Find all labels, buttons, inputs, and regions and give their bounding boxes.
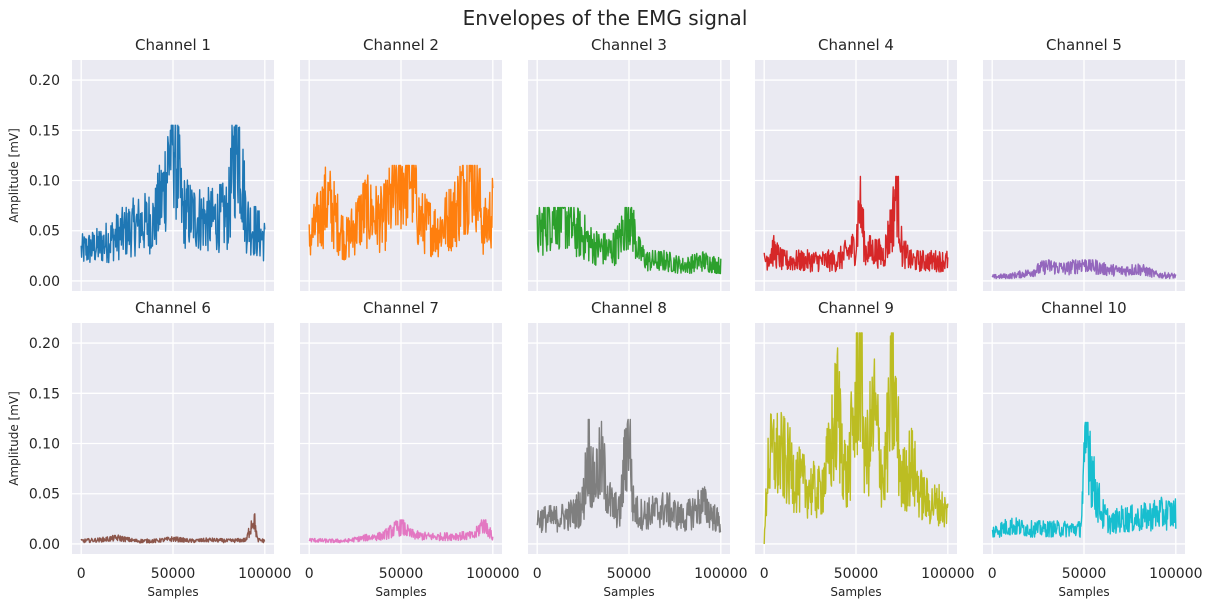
signal-line-channel-3 xyxy=(536,206,722,275)
x-tick-label: 100000 xyxy=(921,566,974,582)
y-tick-label: 0.20 xyxy=(29,73,60,89)
panel-title: Channel 4 xyxy=(818,36,894,54)
x-tick-label: 0 xyxy=(533,566,542,582)
y-tick-label: 0.15 xyxy=(29,123,60,139)
x-tick-label: 100000 xyxy=(238,566,291,582)
signal-line-channel-8 xyxy=(536,418,722,533)
subplot-channel-7: Channel 7 0 50000 100000 Samples xyxy=(300,299,520,599)
x-axis-label: Samples xyxy=(603,585,654,599)
panel-title: Channel 2 xyxy=(363,36,439,54)
subplot-channel-8: Channel 8 0 50000 100000 Samples xyxy=(528,299,748,599)
x-axis-label: Samples xyxy=(830,585,881,599)
x-tick-label: 0 xyxy=(77,566,86,582)
panel-title: Channel 9 xyxy=(818,299,894,317)
signal-line-channel-2 xyxy=(308,164,494,261)
x-tick-label: 100000 xyxy=(1149,566,1202,582)
x-tick-label: 50000 xyxy=(151,566,196,582)
y-axis-label: Amplitude [mV] xyxy=(7,391,21,486)
y-tick-label: 0.05 xyxy=(29,487,60,503)
x-tick-label: 50000 xyxy=(607,566,652,582)
panel-title: Channel 5 xyxy=(1046,36,1122,54)
subplot-channel-9: Channel 9 0 50000 100000 Samples xyxy=(755,299,975,599)
x-axis-label: Samples xyxy=(375,585,426,599)
signal-line-channel-9 xyxy=(763,332,949,545)
subplot-grid: Channel 1 0.00 0.05 0.10 0.15 0.20 Amplitude [… xyxy=(7,36,1203,599)
y-tick-label: 0.00 xyxy=(29,537,60,553)
panel-title: Channel 6 xyxy=(135,299,211,317)
subplot-channel-6: Channel 6 0.00 0.05 0.10 0.15 0.20 Amplitude [… xyxy=(7,299,292,599)
x-tick-label: 100000 xyxy=(694,566,747,582)
x-tick-label: 0 xyxy=(305,566,314,582)
subplot-channel-3: Channel 3 xyxy=(528,36,730,291)
y-axis-label: Amplitude [mV] xyxy=(7,128,21,223)
x-axis-label: Samples xyxy=(147,585,198,599)
signal-line-channel-6 xyxy=(80,513,266,544)
subplot-channel-5: Channel 5 xyxy=(983,36,1185,291)
signal-line-channel-7 xyxy=(308,519,494,544)
x-tick-label: 50000 xyxy=(379,566,424,582)
signal-line-channel-5 xyxy=(991,259,1177,280)
x-axis-label: Samples xyxy=(1058,585,1109,599)
signal-line-channel-10 xyxy=(991,421,1177,538)
signal-line-channel-4 xyxy=(763,175,949,273)
y-tick-label: 0.15 xyxy=(29,386,60,402)
y-tick-label: 0.10 xyxy=(29,174,60,190)
subplot-channel-1: Channel 1 0.00 0.05 0.10 0.15 0.20 Amplitude [… xyxy=(7,36,274,291)
subplot-channel-4: Channel 4 xyxy=(755,36,957,291)
x-tick-label: 0 xyxy=(988,566,997,582)
y-tick-label: 0.05 xyxy=(29,224,60,240)
signal-line-channel-1 xyxy=(80,124,266,264)
subplot-channel-10: Channel 10 0 50000 100000 Samples xyxy=(983,299,1203,599)
panel-title: Channel 8 xyxy=(591,299,667,317)
x-tick-label: 50000 xyxy=(1062,566,1107,582)
x-tick-label: 0 xyxy=(760,566,769,582)
panel-title: Channel 3 xyxy=(591,36,667,54)
panel-title: Channel 7 xyxy=(363,299,439,317)
x-tick-label: 100000 xyxy=(466,566,519,582)
y-tick-label: 0.00 xyxy=(29,274,60,290)
panel-title: Channel 10 xyxy=(1041,299,1126,317)
panel-title: Channel 1 xyxy=(135,36,211,54)
y-tick-label: 0.20 xyxy=(29,336,60,352)
subplot-channel-2: Channel 2 xyxy=(300,36,502,291)
figure-title: Envelopes of the EMG signal xyxy=(463,6,748,30)
y-tick-label: 0.10 xyxy=(29,437,60,453)
x-tick-label: 50000 xyxy=(834,566,879,582)
